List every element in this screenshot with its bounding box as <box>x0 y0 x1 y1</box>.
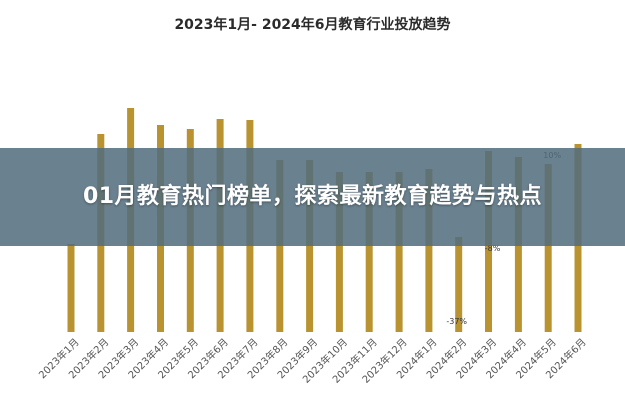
bar-14 <box>455 237 463 332</box>
bar-12 <box>395 172 403 332</box>
bar-13 <box>425 169 433 332</box>
bar-9 <box>306 160 314 332</box>
data-label: -37% <box>446 317 467 326</box>
bar-1 <box>67 244 75 332</box>
chart-title: 2023年1月- 2024年6月教育行业投放趋势 <box>174 17 451 33</box>
bar-8 <box>276 160 284 332</box>
title-banner: 01月教育热门榜单，探索最新教育趋势与热点 <box>0 148 625 246</box>
banner-headline: 01月教育热门榜单，探索最新教育趋势与热点 <box>82 184 543 209</box>
bar-17 <box>544 164 552 332</box>
data-label: -8% <box>485 244 501 253</box>
bar-11 <box>365 172 373 332</box>
bar-10 <box>335 172 343 332</box>
